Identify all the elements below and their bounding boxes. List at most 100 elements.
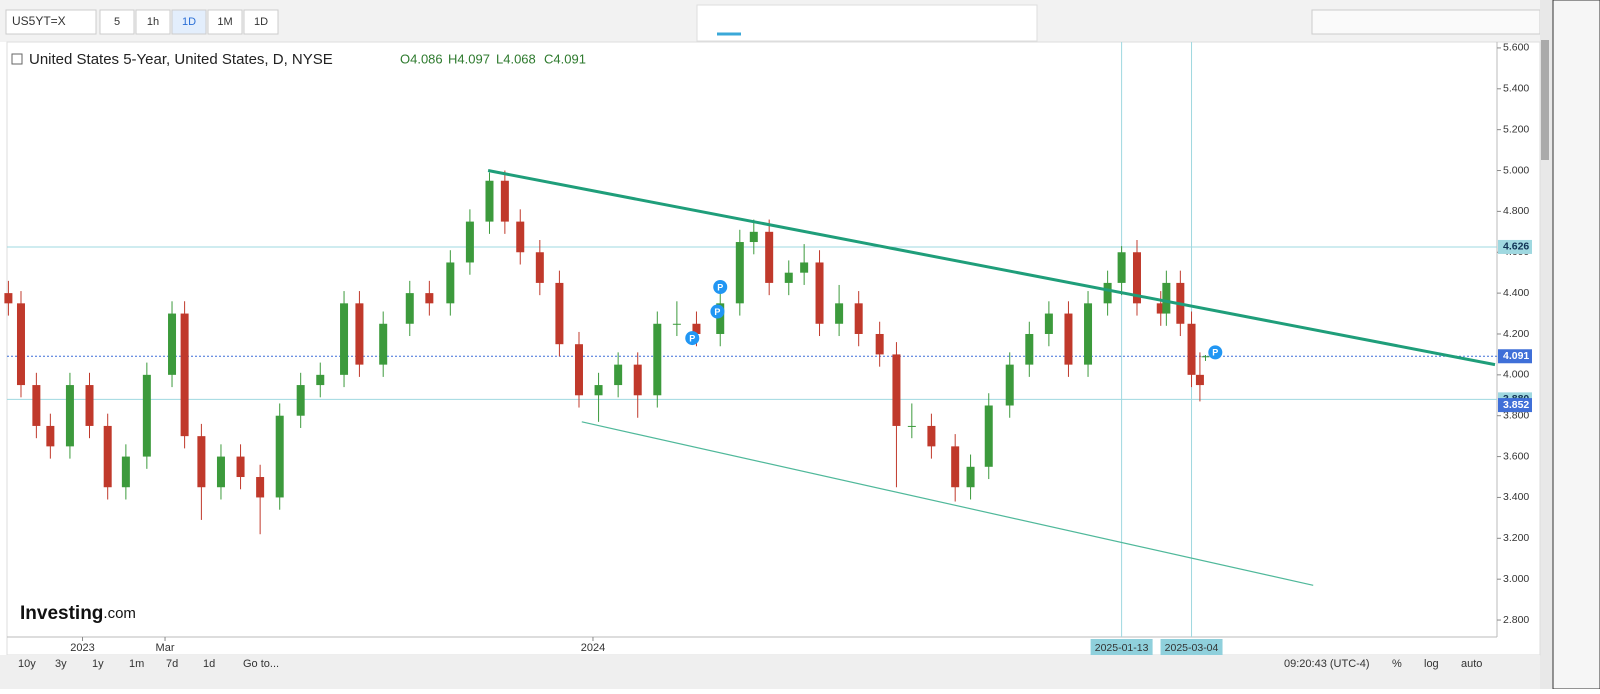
candle-body: [951, 446, 960, 488]
candle-body: [500, 180, 509, 222]
y-tick-label: 2.800: [1503, 614, 1529, 626]
logo-suffix: .com: [103, 605, 136, 622]
candle-body: [672, 323, 681, 325]
candle-body: [1005, 364, 1014, 406]
date-label-box: [1090, 639, 1153, 655]
candle-body: [296, 385, 305, 416]
y-tick-label: 3.800: [1503, 409, 1529, 421]
candle-body: [425, 293, 434, 304]
scroll-thumb[interactable]: [1541, 40, 1549, 160]
candle-body: [46, 425, 55, 447]
range-button[interactable]: 10y: [18, 658, 36, 670]
candle-body: [216, 456, 225, 488]
marker[interactable]: [713, 279, 728, 294]
y-tick-label: 5.200: [1503, 123, 1529, 135]
candle-body: [966, 466, 975, 488]
price-label: 4.091: [1503, 350, 1529, 362]
x-tick-label: Mar: [156, 642, 175, 654]
marker-label: P: [714, 307, 720, 317]
y-tick-label: 5.400: [1503, 83, 1529, 95]
axis-option[interactable]: auto: [1461, 658, 1482, 670]
candle-body: [765, 231, 774, 283]
drawing-toolbar: [696, 4, 1038, 42]
candle-body: [168, 313, 177, 375]
interval-label[interactable]: 1h: [147, 16, 159, 28]
date-label: 2025-03-04: [1165, 642, 1219, 654]
y-tick-label: 3.200: [1503, 532, 1529, 544]
interval-label[interactable]: 1D: [182, 16, 196, 28]
candle-body: [1201, 356, 1210, 358]
price-label-box: [1498, 398, 1532, 413]
candle-body: [735, 242, 744, 304]
y-tick-label: 4.200: [1503, 328, 1529, 340]
candle-body: [749, 231, 758, 243]
candle-body: [275, 415, 284, 498]
range-button[interactable]: 3y: [55, 658, 67, 670]
symbol-box[interactable]: [5, 9, 97, 35]
side-panel: [1552, 0, 1600, 690]
y-tick-label: 5.600: [1503, 42, 1529, 54]
interval-button[interactable]: [135, 9, 171, 35]
range-button[interactable]: 7d: [166, 658, 178, 670]
range-button[interactable]: 1m: [129, 658, 144, 670]
price-label: 4.626: [1503, 241, 1529, 253]
axis-option[interactable]: log: [1424, 658, 1439, 670]
candle-body: [355, 303, 364, 365]
candle-body: [65, 385, 74, 447]
goto[interactable]: Go to...: [243, 658, 279, 670]
x-tick-label: 2023: [70, 642, 94, 654]
date-label: 2025-01-13: [1095, 642, 1149, 654]
y-tick-label: 4.000: [1503, 369, 1529, 381]
trend-line: [581, 421, 1314, 586]
axis-option[interactable]: %: [1392, 658, 1402, 670]
candle-body: [555, 282, 564, 345]
y-tick-label: 3.600: [1503, 450, 1529, 462]
candle-body: [142, 374, 151, 457]
candle-body: [1103, 282, 1112, 304]
interval-button[interactable]: [243, 9, 279, 35]
marker[interactable]: [710, 304, 725, 319]
candle-body: [180, 313, 189, 437]
candle-body: [379, 323, 388, 365]
candle-body: [1044, 313, 1053, 334]
candle-body: [16, 303, 25, 386]
marker[interactable]: [1208, 345, 1223, 360]
interval-label[interactable]: 5: [114, 16, 120, 28]
logo: Investing.com: [20, 603, 136, 624]
ohlc-value: H4.097: [448, 51, 490, 66]
interval-button[interactable]: [171, 9, 207, 35]
candle-body: [835, 303, 844, 324]
candle-body: [1187, 323, 1196, 375]
y-tick-label: 3.000: [1503, 573, 1529, 585]
candle-body: [256, 477, 265, 498]
symbol: US5YT=X: [12, 14, 66, 28]
interval-label[interactable]: 1D: [254, 16, 268, 28]
candle-body: [32, 385, 41, 426]
candle-body: [1064, 313, 1073, 365]
collapse-icon[interactable]: [11, 53, 23, 65]
candle-body: [1025, 333, 1034, 365]
y-tick-label: 3.400: [1503, 491, 1529, 503]
interval-button[interactable]: [207, 9, 243, 35]
candle-body: [465, 221, 474, 263]
candle-body: [516, 221, 525, 253]
candle-body: [236, 456, 245, 478]
candle-body: [594, 385, 603, 396]
interval-label[interactable]: 1M: [217, 16, 232, 28]
candle-body: [892, 354, 901, 426]
candle-body: [316, 374, 325, 386]
candle-body: [875, 333, 884, 355]
marker[interactable]: [685, 331, 700, 346]
range-button[interactable]: 1y: [92, 658, 104, 670]
ohlc-value: C4.091: [544, 51, 586, 66]
candle-body: [614, 364, 623, 386]
right-tools[interactable]: [1311, 9, 1541, 35]
interval-button[interactable]: [99, 9, 135, 35]
candle-body: [1162, 282, 1171, 314]
candle-body: [574, 344, 583, 396]
range-button[interactable]: 1d: [203, 658, 215, 670]
candle-body: [815, 262, 824, 324]
candle-body: [1132, 252, 1141, 304]
marker-label: P: [689, 333, 695, 343]
